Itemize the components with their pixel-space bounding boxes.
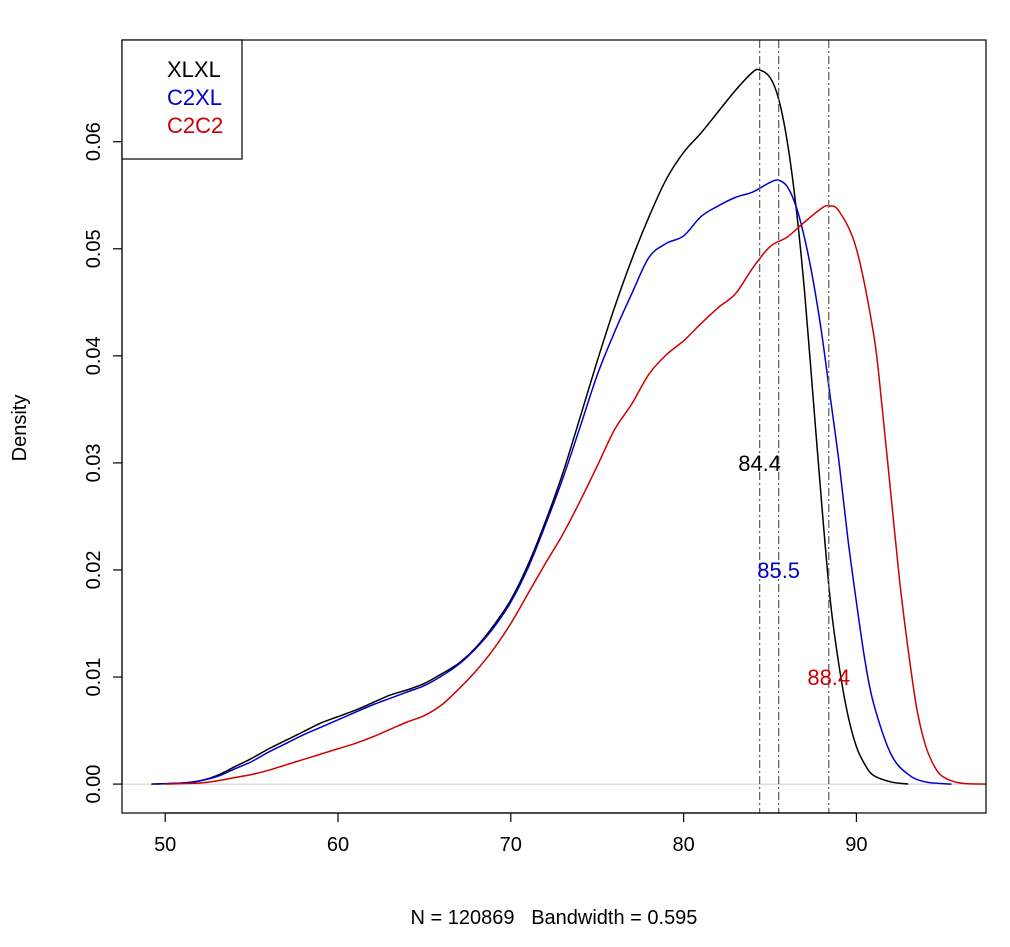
x-tick-label-90: 90 xyxy=(845,834,867,856)
x-axis: 50 60 70 80 90 xyxy=(154,812,868,856)
legend-entries: XLXL C2XL C2C2 xyxy=(167,57,223,138)
y-tick-label-0-05: 0.05 xyxy=(83,229,105,268)
mode-labels-layer: 84.4 85.5 88.4 xyxy=(738,451,850,690)
y-tick-label-0-02: 0.02 xyxy=(83,550,105,589)
legend-entry-c2xl: C2XL xyxy=(167,85,222,110)
mode-label-88-4: 88.4 xyxy=(807,665,850,690)
x-axis-title: N = 120869 Bandwidth = 0.595 xyxy=(411,907,698,929)
series-line-c2c2 xyxy=(165,204,986,785)
x-tick-label-80: 80 xyxy=(672,834,694,856)
legend-box xyxy=(121,39,243,160)
x-tick-label-60: 60 xyxy=(327,834,349,856)
series-layer xyxy=(151,68,986,785)
plot-area: 84.4 85.5 88.4 xyxy=(122,40,986,813)
mode-label-85-5: 85.5 xyxy=(757,558,800,583)
y-axis: 0.00 0.01 0.02 0.03 0.04 0.05 0.06 xyxy=(83,122,123,804)
mode-lines-layer xyxy=(758,40,830,813)
y-tick-label-0-04: 0.04 xyxy=(83,336,105,375)
y-tick-label-0-01: 0.01 xyxy=(83,658,105,697)
mode-label-84-4: 84.4 xyxy=(738,451,781,476)
x-tick-label-70: 70 xyxy=(500,834,522,856)
legend: XLXL C2XL C2C2 xyxy=(121,39,243,160)
x-tick-label-50: 50 xyxy=(154,834,176,856)
legend-entry-xlxl: XLXL xyxy=(167,57,221,82)
series-line-xlxl xyxy=(151,68,909,785)
y-tick-label-0-03: 0.03 xyxy=(83,443,105,482)
y-tick-label-0-06: 0.06 xyxy=(83,122,105,161)
series-line-c2xl xyxy=(156,179,952,785)
y-axis-title: Density xyxy=(9,395,31,462)
y-tick-label-0-00: 0.00 xyxy=(83,765,105,804)
legend-entry-c2c2: C2C2 xyxy=(167,113,223,138)
